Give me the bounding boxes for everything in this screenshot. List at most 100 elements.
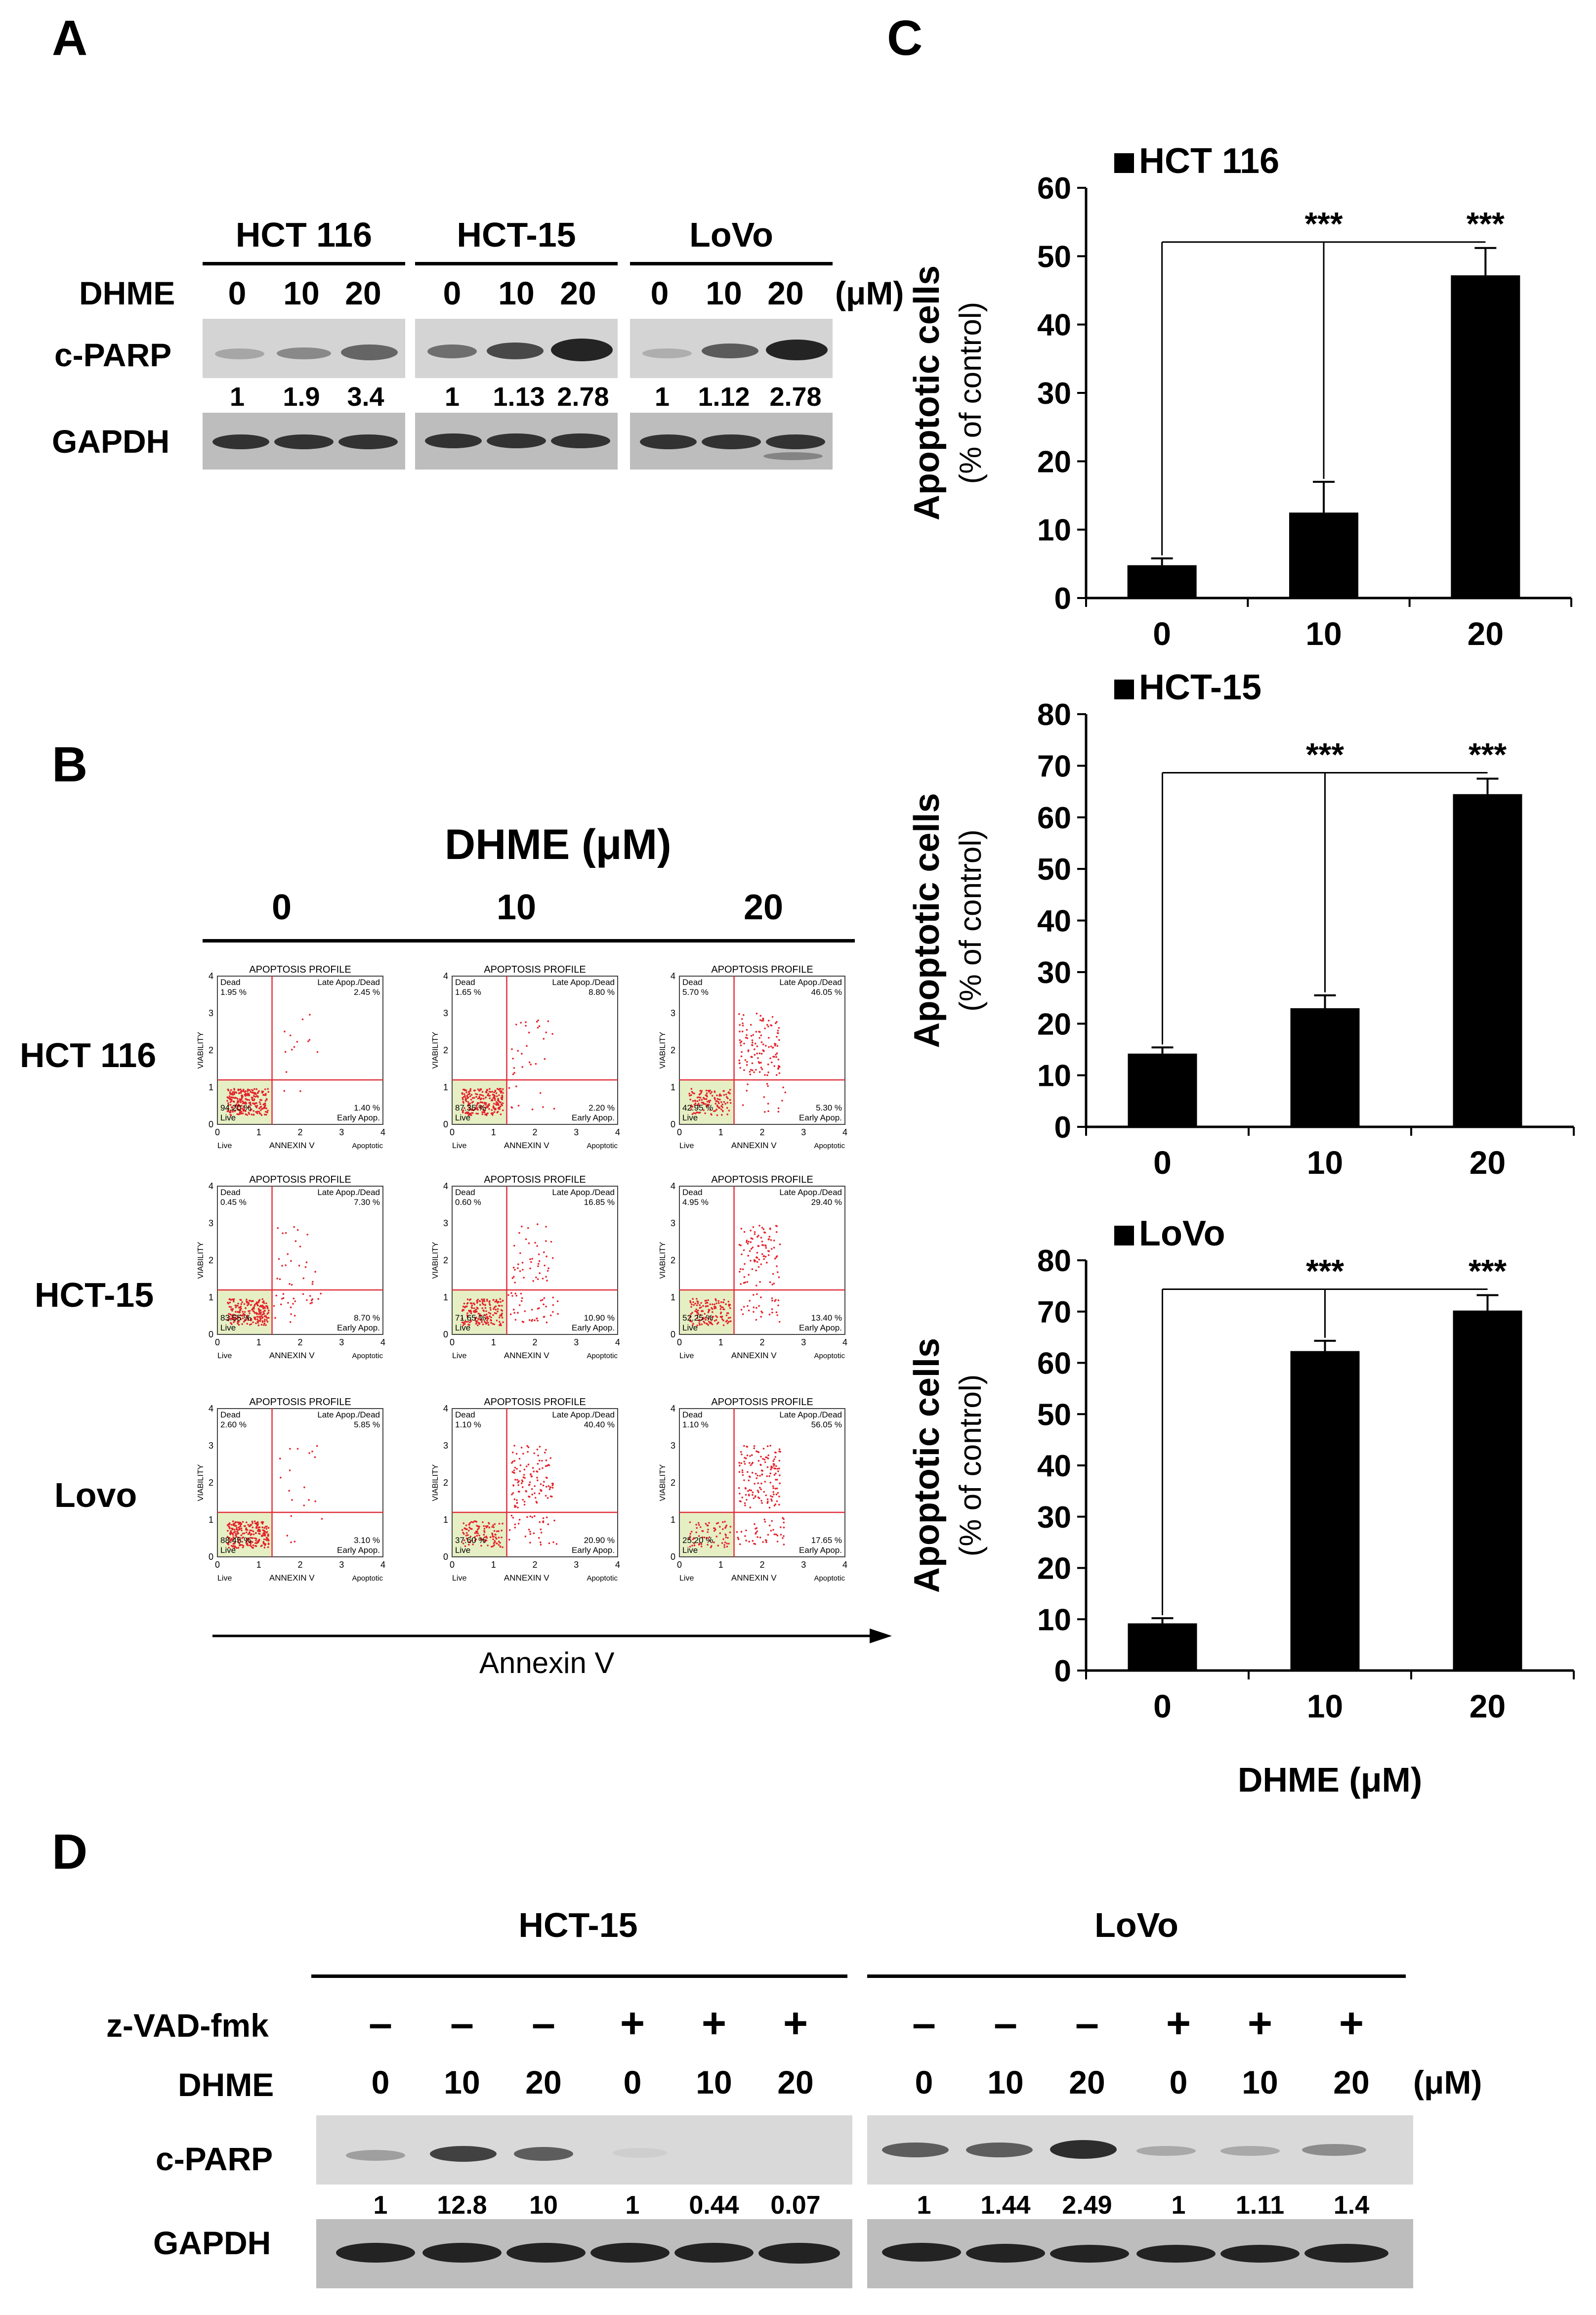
- facs-dot: [261, 1313, 264, 1316]
- facs-dot: [699, 1307, 701, 1309]
- significance-stars: ***: [1467, 206, 1505, 242]
- facs-dot: [729, 1531, 731, 1534]
- quadrant-label: Dead: [682, 1410, 703, 1419]
- facs-dot: [536, 1476, 538, 1479]
- facs-dot: [481, 1321, 483, 1323]
- facs-dot: [468, 1109, 471, 1111]
- facs-title: APOPTOSIS PROFILE: [249, 1174, 351, 1185]
- facs-dot: [749, 1462, 751, 1464]
- facs-dot: [537, 1462, 539, 1465]
- facs-dot: [783, 1521, 785, 1524]
- facs-dot: [259, 1312, 261, 1314]
- facs-dot: [265, 1114, 267, 1116]
- facs-dot: [516, 1502, 518, 1504]
- facs-dot: [250, 1537, 252, 1539]
- group-header: LoVo: [1094, 1906, 1178, 1944]
- facs-dot: [468, 1541, 470, 1543]
- y-tick: 1: [671, 1082, 675, 1092]
- quadrant-value: 16.85 %: [584, 1198, 615, 1207]
- facs-dot: [748, 1479, 750, 1482]
- facs-dot: [762, 1244, 764, 1246]
- facs-dot: [555, 1543, 558, 1545]
- facs-dot: [312, 1281, 314, 1283]
- facs-dot: [251, 1530, 253, 1532]
- facs-dot: [769, 1057, 771, 1059]
- facs-dot: [717, 1322, 719, 1324]
- facs-dot: [749, 1506, 752, 1508]
- facs-dot: [289, 1469, 291, 1471]
- annexin-label: Annexin V: [479, 1646, 615, 1679]
- facs-dot: [700, 1091, 702, 1094]
- y-tick: 4: [443, 1181, 448, 1191]
- facs-dot: [287, 1302, 289, 1304]
- legend-label: HCT 116: [1139, 141, 1279, 181]
- facs-dot: [773, 1246, 775, 1249]
- facs-dot: [721, 1315, 723, 1318]
- facs-dot: [773, 1458, 775, 1460]
- facs-dot: [482, 1102, 484, 1104]
- facs-dot: [474, 1318, 476, 1320]
- y-tick-label: 40: [1037, 904, 1071, 939]
- facs-dot: [471, 1097, 474, 1099]
- x-axis-label: ANNEXIN V: [731, 1351, 777, 1360]
- facs-dot: [757, 1235, 759, 1237]
- facs-dot: [258, 1299, 261, 1301]
- y-tick: 1: [443, 1515, 448, 1525]
- facs-dot: [262, 1094, 265, 1096]
- facs-title: APOPTOSIS PROFILE: [484, 964, 586, 975]
- facs-dot: [281, 1265, 283, 1267]
- facs-dot: [249, 1106, 251, 1108]
- facs-dot: [692, 1092, 694, 1094]
- facs-dot: [245, 1098, 247, 1100]
- facs-dot: [469, 1321, 471, 1324]
- y-tick: 2: [209, 1255, 213, 1265]
- facs-dot: [229, 1114, 232, 1116]
- facs-dot: [720, 1108, 722, 1111]
- facs-frame: [452, 1408, 618, 1557]
- facs-dot: [481, 1106, 483, 1108]
- x-axis-label: DHME (μM): [1238, 1760, 1422, 1799]
- x-tick-label: 10: [1305, 615, 1342, 652]
- facs-dot: [755, 1319, 757, 1321]
- facs-dot: [775, 1056, 777, 1058]
- facs-dot: [241, 1301, 243, 1303]
- facs-dot: [245, 1531, 248, 1534]
- facs-dot: [233, 1093, 235, 1095]
- facs-dot: [232, 1314, 234, 1316]
- facs-dot: [481, 1319, 483, 1322]
- facs-dot: [743, 1014, 745, 1016]
- zvad-sign: –: [450, 2000, 474, 2047]
- y-axis-label: VIABILITY: [431, 1242, 440, 1279]
- facs-dot: [232, 1299, 235, 1301]
- facs-dot: [502, 1109, 504, 1112]
- facs-dot: [738, 1487, 740, 1489]
- facs-dot: [740, 1044, 742, 1046]
- facs-dot: [691, 1312, 693, 1314]
- facs-dot: [513, 1459, 516, 1462]
- facs-frame: [679, 1408, 845, 1557]
- facs-dot: [245, 1541, 248, 1543]
- facs-dot: [739, 1067, 741, 1069]
- facs-dot: [698, 1096, 700, 1098]
- facs-dot: [546, 1255, 547, 1257]
- facs-dot: [772, 1529, 774, 1531]
- facs-dot: [718, 1102, 720, 1104]
- facs-dot: [761, 1020, 763, 1022]
- facs-dot: [243, 1525, 246, 1527]
- facs-frame: [452, 976, 618, 1125]
- facs-dot: [261, 1306, 264, 1308]
- facs-dot: [242, 1546, 244, 1548]
- facs-dot: [491, 1534, 494, 1536]
- facs-dot: [552, 1541, 554, 1543]
- x-axis-label: ANNEXIN V: [731, 1573, 777, 1583]
- facs-dot: [751, 1454, 753, 1456]
- facs-dot: [772, 1047, 774, 1049]
- facs-dot: [692, 1538, 694, 1541]
- y-tick-label: 30: [1037, 956, 1071, 990]
- facs-dot: [481, 1300, 484, 1302]
- facs-dot: [261, 1298, 264, 1300]
- facs-dot: [260, 1109, 262, 1112]
- facs-dot: [754, 1496, 756, 1498]
- facs-dot: [522, 1499, 524, 1501]
- facs-dot: [477, 1307, 479, 1310]
